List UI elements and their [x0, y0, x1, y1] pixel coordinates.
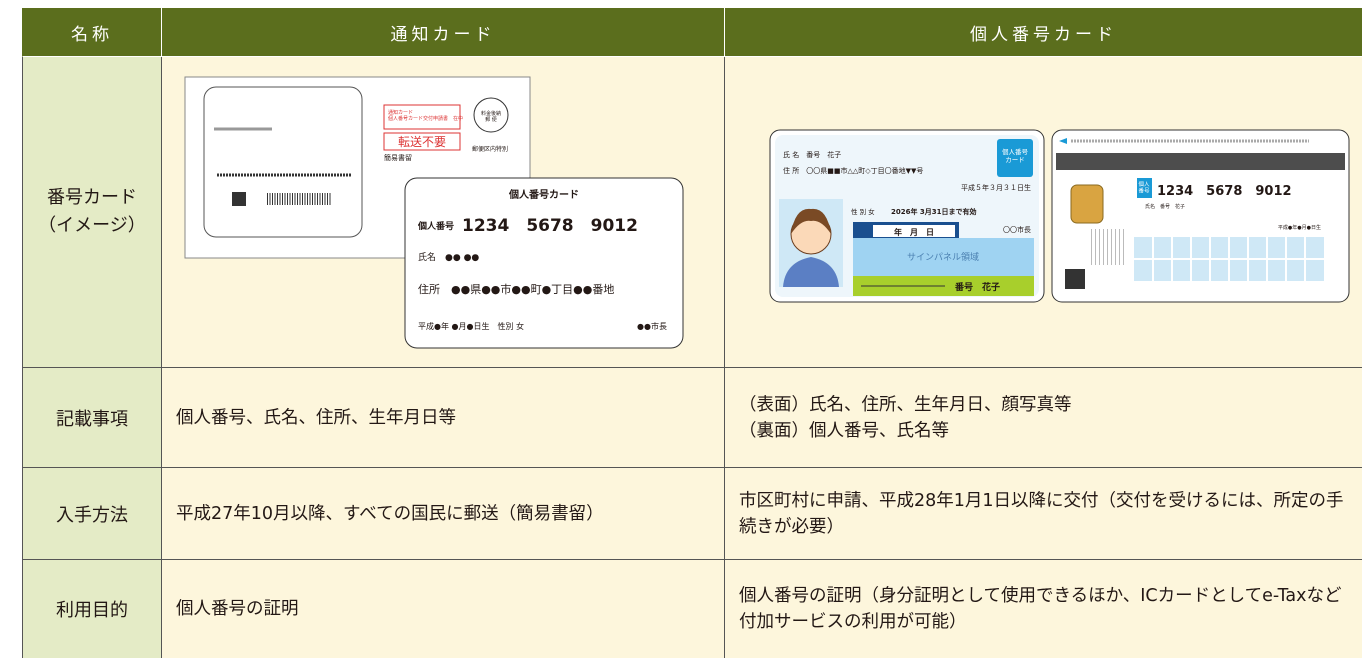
back-name: 氏名 番号 花子 [1145, 203, 1185, 210]
header-cell: 通知カード [162, 8, 725, 57]
cell: 個人番号の証明 [162, 560, 725, 658]
cell: （表面）氏名、住所、生年月日、顔写真等 （裏面）個人番号、氏名等 [725, 368, 1362, 468]
front-mayor: 〇〇市長 [1003, 225, 1031, 234]
postage: 料金後納郵 便 [481, 110, 501, 123]
badge [997, 139, 1033, 177]
address: 住所 ●●県●●市●●町●丁目●●番地 [418, 282, 614, 296]
cell: 平成27年10月以降、すべての国民に郵送（簡易書留） [162, 468, 725, 560]
image-cell: 氏 名 番号 花子 住 所 〇〇県■■市△△町◇丁目〇番地▼▼号 個人番号カード… [725, 57, 1362, 368]
back-badge: 個人番号 [1138, 180, 1150, 195]
stripe [1056, 153, 1345, 170]
front-sex: 性 別 女 [851, 207, 875, 216]
qr [232, 192, 246, 206]
birth: 平成●年 ●月●日生 性別 女 [418, 321, 524, 331]
row-label: 番号カード （イメージ） [22, 57, 162, 368]
stamp [473, 97, 509, 133]
header-cell: 個人番号カード [725, 8, 1362, 57]
front-birth: 平成５年３月３１日生 [961, 183, 1031, 192]
header-cell: 名称 [22, 8, 162, 57]
front-badge: 個人番号カード [1002, 147, 1029, 164]
name: 氏名 ●● ●● [418, 251, 479, 263]
row-label: 入手方法 [22, 468, 162, 560]
sign: サインパネル領域 [907, 251, 979, 263]
cell: 市区町村に申請、平成28年1月1日以降に交付（交付を受けるには、所定の手続きが必… [725, 468, 1362, 560]
card-title: 個人番号カード [508, 188, 579, 201]
window [203, 86, 363, 238]
row-label: 利用目的 [22, 560, 162, 658]
hair [791, 208, 831, 234]
date-box [873, 225, 955, 237]
body [783, 257, 839, 287]
row-label: 記載事項 [22, 368, 162, 468]
back-badge-box [1137, 178, 1152, 198]
number: 1234 5678 9012 [462, 216, 638, 236]
qr [1065, 269, 1085, 289]
notice-card-image: 通知カード個人番号カード交付申請書 在中 転送不要 簡易書留 料金後納郵 便 郵… [184, 76, 684, 349]
district: 郵便区内特別 [472, 145, 508, 153]
holder: 番号 花子 [954, 281, 1000, 293]
expiry: 2026年 3月31日まで有効 [891, 207, 977, 216]
box-label: 通知カード個人番号カード交付申請書 在中 [388, 109, 463, 122]
registered: 簡易書留 [384, 153, 412, 162]
box [383, 132, 461, 151]
cell: 個人番号の証明（身分証明として使用できるほか、ICカードとしてe-Taxなど付加… [725, 560, 1362, 658]
date: 年 月 日 [894, 227, 934, 237]
front-name: 氏 名 番号 花子 [783, 150, 841, 159]
card [404, 177, 684, 349]
forward: 転送不要 [398, 134, 446, 149]
cell: 個人番号、氏名、住所、生年月日等 [162, 368, 725, 468]
arrow [1059, 138, 1067, 144]
back-birth: 平成●年●月●日生 [1278, 224, 1321, 231]
number-card-image: 氏 名 番号 花子 住 所 〇〇県■■市△△町◇丁目〇番地▼▼号 個人番号カード… [769, 129, 1350, 303]
number-label: 個人番号 [417, 220, 454, 232]
front-address: 住 所 〇〇県■■市△△町◇丁目〇番地▼▼号 [783, 166, 923, 175]
box [383, 104, 461, 130]
back-number: 1234 5678 9012 [1157, 184, 1292, 199]
image-cell: 通知カード個人番号カード交付申請書 在中 転送不要 簡易書留 料金後納郵 便 郵… [162, 57, 725, 368]
ic-chip [1070, 184, 1104, 224]
grid-boxes [1134, 237, 1324, 281]
mayor: ●●市長 [637, 321, 667, 331]
sign-panel [853, 238, 1034, 276]
